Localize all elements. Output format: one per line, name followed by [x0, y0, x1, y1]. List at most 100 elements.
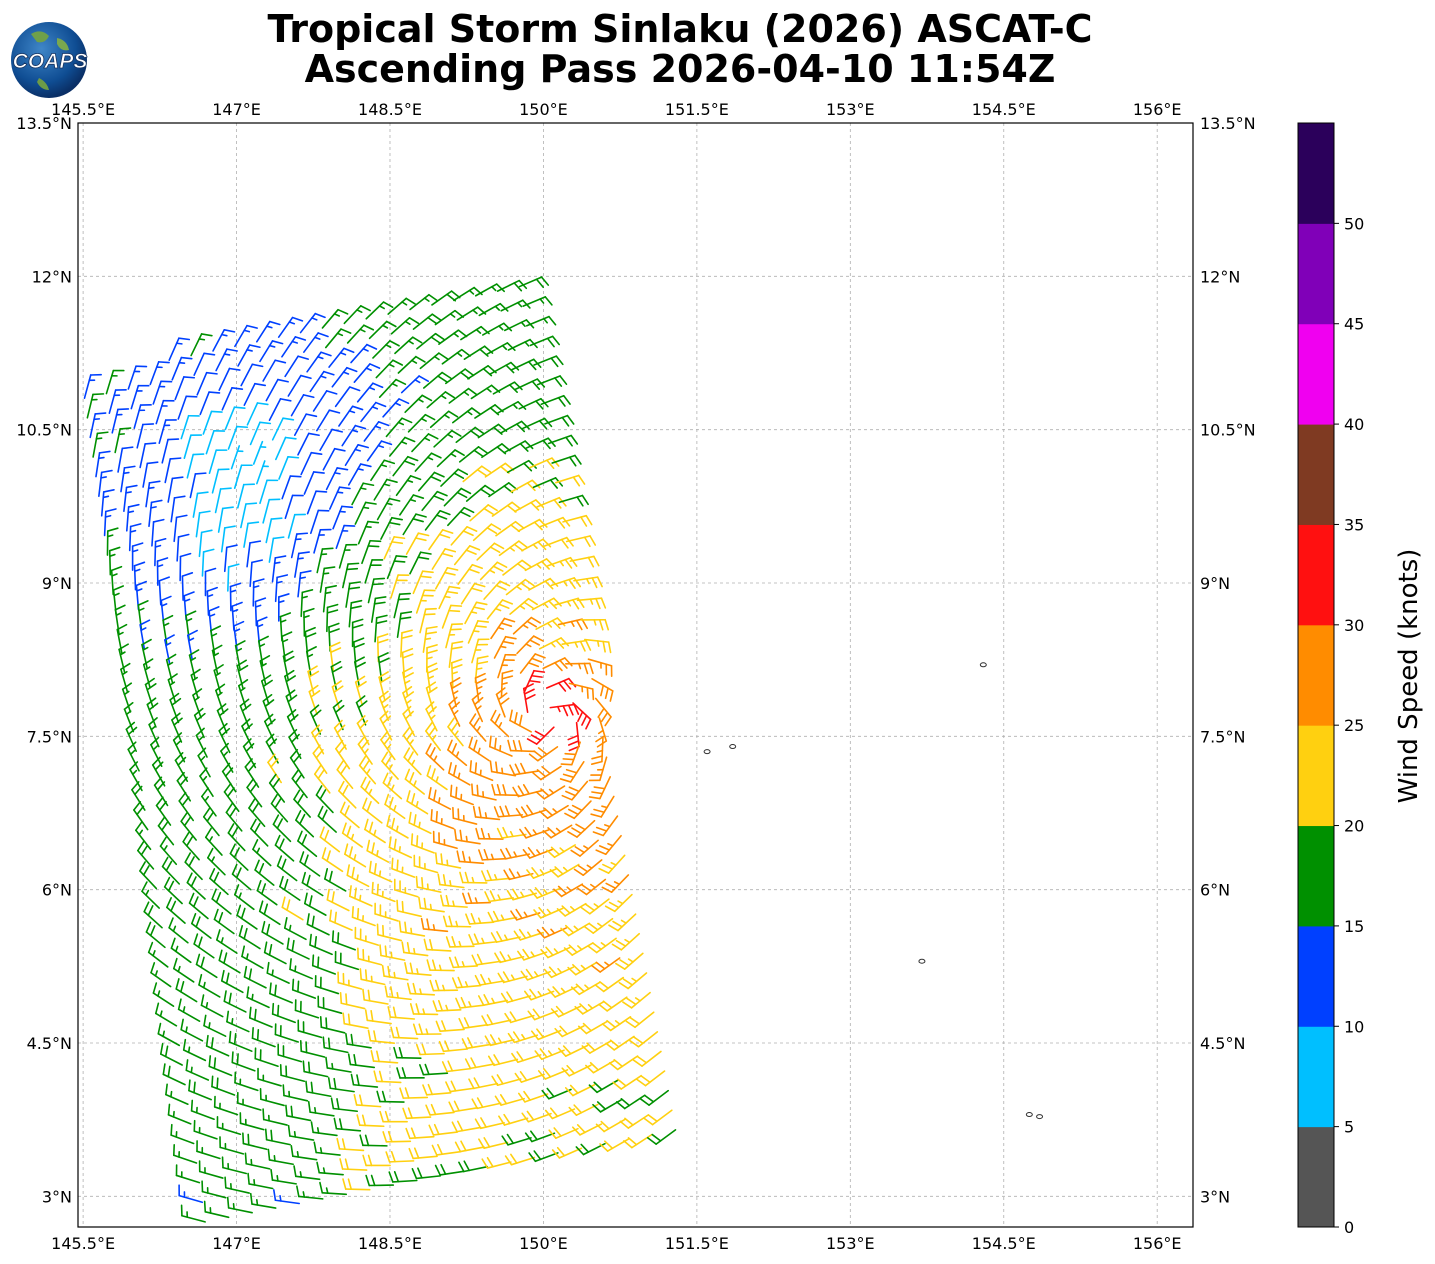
wind-barb — [299, 851, 321, 877]
wind-barb — [451, 1120, 482, 1133]
wind-barb — [545, 677, 577, 692]
wind-barb — [412, 1023, 442, 1036]
wind-barb — [191, 912, 212, 939]
wind-barb — [192, 491, 209, 518]
wind-barb — [141, 638, 152, 669]
wind-barb — [356, 1114, 385, 1128]
wind-barb — [182, 832, 200, 861]
wind-barb — [490, 617, 516, 640]
wind-barb — [471, 1097, 502, 1110]
wind-barb — [290, 532, 309, 559]
colorbar-bin — [1298, 123, 1334, 224]
wind-barb — [270, 793, 289, 823]
wind-barb — [244, 1152, 271, 1170]
colorbar-bin — [1298, 424, 1334, 525]
wind-barb — [174, 376, 196, 401]
wind-barb — [587, 937, 617, 954]
wind-barb — [274, 574, 289, 603]
wind-barb — [127, 741, 140, 772]
wind-barb — [573, 576, 603, 589]
wind-barb — [434, 1163, 465, 1176]
wind-barb — [632, 1050, 662, 1067]
wind-barb — [303, 332, 329, 353]
wind-barb — [490, 709, 510, 738]
wind-barb — [419, 352, 449, 370]
wind-barb — [321, 847, 344, 873]
wind-barb — [284, 494, 304, 520]
wind-barb — [309, 370, 335, 393]
wind-barb — [108, 388, 127, 414]
wind-barb — [130, 384, 150, 410]
wind-barb — [135, 820, 152, 851]
lat-tick-label-right: 3°N — [1200, 1187, 1230, 1206]
wind-barb — [362, 1154, 391, 1167]
wind-barb — [526, 867, 557, 879]
wind-barb — [373, 1070, 402, 1084]
wind-barb — [123, 701, 135, 733]
wind-barb — [294, 999, 320, 1019]
wind-barb — [478, 848, 508, 861]
wind-barb — [159, 836, 178, 866]
wind-barb — [356, 382, 384, 403]
wind-barb — [399, 494, 425, 516]
wind-barb — [441, 1060, 472, 1073]
wind-barb — [236, 483, 256, 509]
wind-barb — [476, 542, 505, 561]
lat-tick-label-right: 13.5°N — [1200, 114, 1256, 133]
wind-barb — [339, 1158, 368, 1171]
wind-barb — [290, 394, 315, 417]
colorbar-bin — [1298, 624, 1334, 726]
wind-barb — [572, 702, 592, 730]
wind-barb — [374, 614, 388, 643]
wind-barb — [279, 1063, 306, 1083]
wind-barb — [293, 1165, 321, 1181]
wind-barb — [520, 968, 551, 981]
wind-barb — [344, 444, 369, 467]
wind-barb — [436, 449, 465, 468]
lon-tick-label-bottom: 147°E — [212, 1234, 261, 1253]
wind-barb — [259, 655, 271, 686]
wind-barb — [98, 469, 113, 498]
wind-barb — [428, 1123, 459, 1136]
wind-barb — [155, 1002, 178, 1027]
wind-barb — [605, 1035, 635, 1051]
wind-barb — [220, 525, 236, 553]
wind-barb — [285, 1104, 312, 1122]
wind-barb — [193, 352, 216, 376]
wind-barb — [462, 465, 492, 483]
wind-barb — [227, 823, 246, 852]
wind-barb — [474, 672, 487, 703]
island-outline — [918, 958, 926, 964]
wind-barb — [325, 467, 349, 491]
wind-barb — [568, 682, 595, 701]
wind-barb — [429, 410, 459, 429]
wind-barb — [424, 509, 451, 531]
wind-barb — [190, 1099, 215, 1121]
wind-barb — [415, 589, 436, 614]
wind-barb — [315, 785, 334, 814]
wind-barb — [103, 508, 117, 537]
wind-barb — [403, 747, 422, 776]
wind-barb — [279, 875, 301, 901]
wind-barb — [272, 1189, 300, 1205]
wind-barb — [358, 755, 377, 785]
wind-barb — [176, 533, 190, 562]
colorbar-bin — [1298, 825, 1334, 927]
wind-barb — [182, 1038, 207, 1062]
wind-barb — [435, 1020, 465, 1032]
wind-barb — [274, 1023, 300, 1043]
lon-tick-label-top: 154.5°E — [972, 100, 1036, 119]
wind-barb — [382, 1130, 412, 1143]
wind-barb — [322, 585, 338, 613]
wind-barb — [576, 597, 607, 610]
wind-barb — [367, 577, 386, 604]
island-outline — [979, 662, 987, 668]
wind-barb — [456, 850, 485, 865]
wind-barb — [491, 501, 522, 517]
wind-barb — [478, 302, 509, 317]
wind-barb — [385, 417, 413, 438]
wind-barb — [517, 948, 548, 961]
wind-barb — [147, 941, 169, 968]
wind-barb — [418, 896, 445, 913]
